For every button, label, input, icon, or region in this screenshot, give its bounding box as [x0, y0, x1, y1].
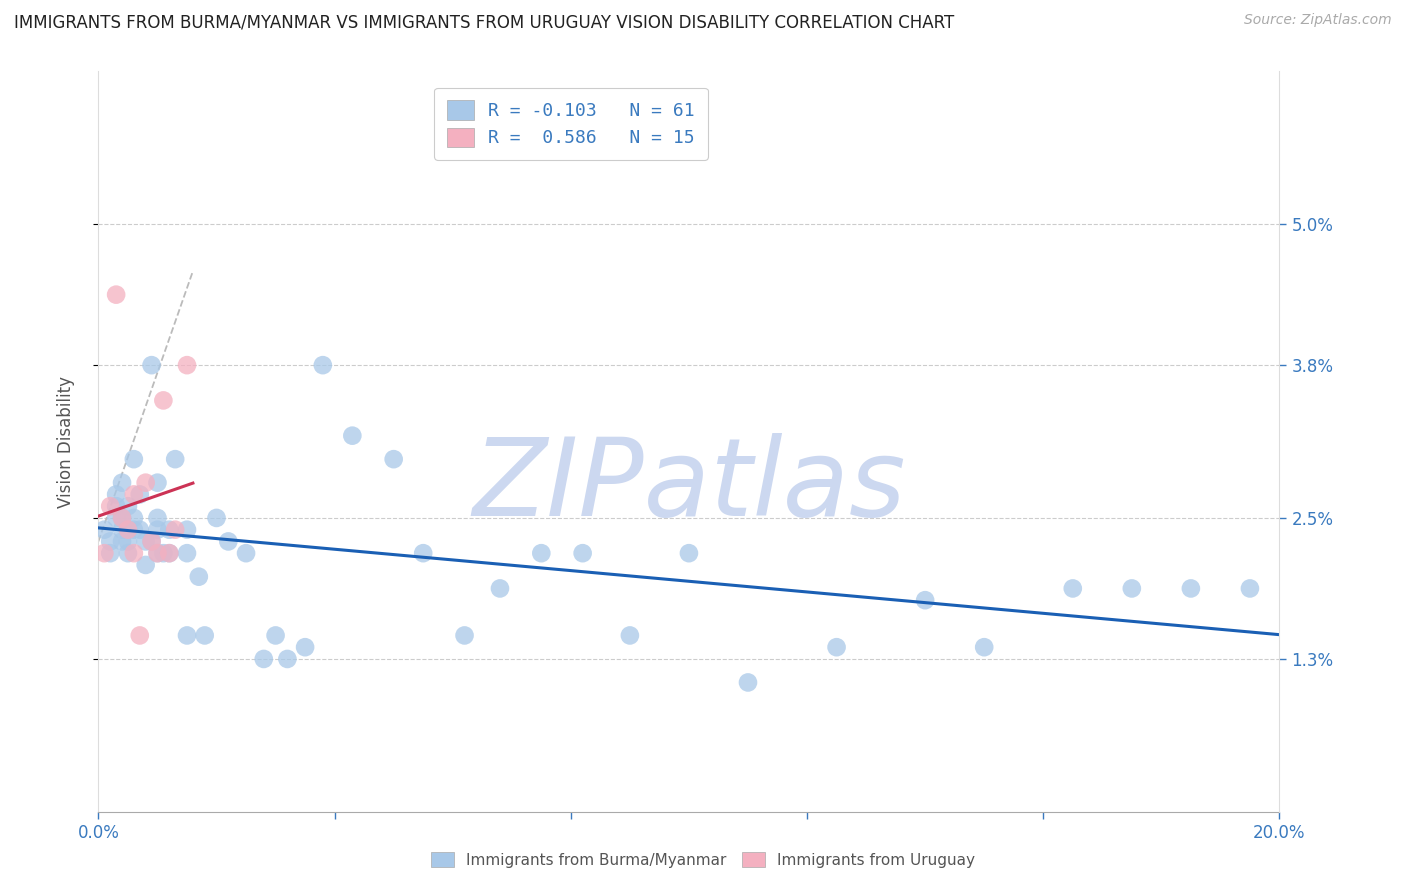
Point — [141, 534, 163, 549]
Point — [453, 628, 475, 642]
Point — [489, 582, 512, 596]
Point — [146, 475, 169, 490]
Point — [825, 640, 848, 655]
Point — [122, 452, 145, 467]
Point — [276, 652, 298, 666]
Point — [146, 546, 169, 560]
Point — [128, 487, 150, 501]
Point — [146, 511, 169, 525]
Point — [165, 452, 187, 467]
Point — [205, 511, 228, 525]
Point — [128, 628, 150, 642]
Point — [678, 546, 700, 560]
Text: ZIPatlas: ZIPatlas — [472, 434, 905, 539]
Point — [1239, 582, 1261, 596]
Point — [264, 628, 287, 642]
Point — [128, 523, 150, 537]
Point — [914, 593, 936, 607]
Point — [117, 523, 139, 537]
Point — [253, 652, 276, 666]
Point — [1180, 582, 1202, 596]
Point — [122, 511, 145, 525]
Point — [117, 523, 139, 537]
Point — [111, 534, 134, 549]
Point — [93, 546, 115, 560]
Point — [235, 546, 257, 560]
Point — [973, 640, 995, 655]
Point — [412, 546, 434, 560]
Point — [152, 546, 174, 560]
Point — [176, 523, 198, 537]
Point — [152, 393, 174, 408]
Point — [157, 523, 180, 537]
Legend: R = -0.103   N = 61, R =  0.586   N = 15: R = -0.103 N = 61, R = 0.586 N = 15 — [434, 87, 707, 160]
Point — [141, 534, 163, 549]
Point — [122, 523, 145, 537]
Point — [135, 534, 157, 549]
Point — [117, 546, 139, 560]
Point — [93, 523, 115, 537]
Point — [146, 546, 169, 560]
Point — [111, 475, 134, 490]
Point — [157, 546, 180, 560]
Point — [217, 534, 239, 549]
Point — [105, 487, 128, 501]
Point — [111, 511, 134, 525]
Point — [176, 628, 198, 642]
Point — [176, 546, 198, 560]
Point — [135, 558, 157, 572]
Point — [294, 640, 316, 655]
Point — [619, 628, 641, 642]
Point — [117, 499, 139, 513]
Point — [165, 523, 187, 537]
Point — [187, 570, 209, 584]
Point — [98, 534, 121, 549]
Point — [1062, 582, 1084, 596]
Point — [105, 511, 128, 525]
Point — [342, 428, 364, 442]
Point — [312, 358, 335, 372]
Point — [105, 499, 128, 513]
Point — [1121, 582, 1143, 596]
Point — [122, 546, 145, 560]
Point — [737, 675, 759, 690]
Y-axis label: Vision Disability: Vision Disability — [56, 376, 75, 508]
Point — [122, 487, 145, 501]
Point — [176, 358, 198, 372]
Text: Source: ZipAtlas.com: Source: ZipAtlas.com — [1244, 13, 1392, 28]
Point — [105, 287, 128, 301]
Legend: Immigrants from Burma/Myanmar, Immigrants from Uruguay: Immigrants from Burma/Myanmar, Immigrant… — [423, 844, 983, 875]
Point — [135, 475, 157, 490]
Point — [141, 358, 163, 372]
Point — [157, 546, 180, 560]
Point — [571, 546, 593, 560]
Point — [98, 499, 121, 513]
Point — [111, 523, 134, 537]
Point — [382, 452, 405, 467]
Point — [194, 628, 217, 642]
Point — [117, 534, 139, 549]
Point — [98, 546, 121, 560]
Text: IMMIGRANTS FROM BURMA/MYANMAR VS IMMIGRANTS FROM URUGUAY VISION DISABILITY CORRE: IMMIGRANTS FROM BURMA/MYANMAR VS IMMIGRA… — [14, 13, 955, 31]
Point — [146, 523, 169, 537]
Point — [530, 546, 553, 560]
Point — [111, 511, 134, 525]
